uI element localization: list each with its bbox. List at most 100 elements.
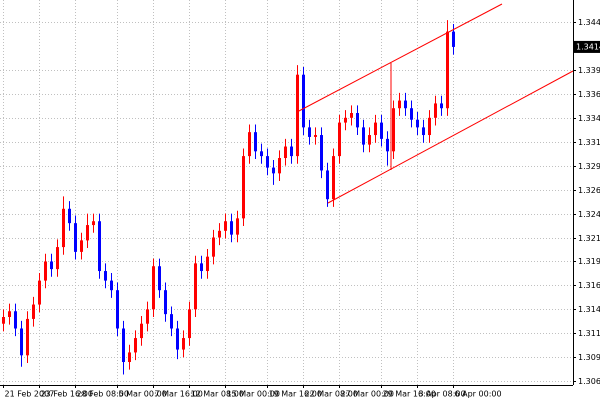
candle-body	[134, 338, 137, 353]
y-tick-label: 1.3240	[578, 210, 600, 219]
x-tick-label: 29 Mar 16:00	[383, 390, 436, 399]
x-tick-label: 21 Feb 2007	[5, 390, 55, 399]
candle-body	[308, 127, 311, 137]
candle-body	[140, 323, 143, 339]
candle-body	[188, 309, 191, 339]
candle-body	[266, 156, 269, 168]
y-tick-label: 1.3115	[578, 329, 600, 338]
x-tick-label: 28 Feb 08:00	[77, 390, 129, 399]
y-tick-label: 1.3140	[578, 305, 600, 314]
candle-body	[404, 100, 407, 109]
candle-body	[242, 156, 245, 219]
candle-body	[332, 156, 335, 200]
channel-lower	[327, 70, 574, 204]
candle-body	[224, 221, 227, 231]
candle-body	[206, 256, 209, 272]
candle-body	[38, 280, 41, 305]
candle-body	[212, 237, 215, 257]
axes: 1.3440 1.3390 1.3365 1.3340 1.3315 1.3290 1.32…	[3, 18, 600, 399]
y-tick-label: 1.3265	[578, 186, 600, 195]
candle-body	[86, 225, 89, 241]
candle-body	[392, 108, 395, 152]
y-tick-label: 1.3315	[578, 138, 600, 147]
x-tick-label: 3 Apr 08:00	[419, 390, 466, 399]
candle-body	[446, 31, 449, 109]
x-tick-label: 12 Mar 08:00	[191, 390, 244, 399]
candle-body	[74, 223, 77, 252]
candle-body	[194, 263, 197, 310]
y-tick-label: 1.3215	[578, 234, 600, 243]
candle-body	[62, 208, 65, 248]
candle-body	[452, 31, 455, 47]
candle-body	[320, 135, 323, 171]
candle-body	[32, 304, 35, 319]
candle-body	[380, 122, 383, 139]
y-tick-label: 1.3340	[578, 114, 600, 123]
x-tick-label: 23 Feb 16:00	[41, 390, 93, 399]
candle-body	[290, 146, 293, 157]
candle-body	[200, 263, 203, 272]
price-label: 1.3414	[576, 42, 600, 51]
x-tick-label: 6 Apr 00:00	[455, 390, 502, 399]
y-tick-label: 1.3065	[578, 377, 600, 386]
candle-body	[356, 113, 359, 128]
x-tick-label: 27 Mar 00:00	[341, 390, 394, 399]
candle-body	[230, 221, 233, 235]
candle-body	[272, 167, 275, 174]
candle-body	[254, 132, 257, 152]
candle-body	[218, 230, 221, 238]
candle-body	[440, 103, 443, 109]
candle-body	[8, 311, 11, 318]
candle-body	[314, 135, 317, 137]
candle-body	[122, 328, 125, 363]
candle-body	[14, 311, 17, 329]
candle-body	[374, 122, 377, 136]
candle-body	[44, 261, 47, 281]
candle-body	[386, 138, 389, 152]
channel-upper	[296, 3, 503, 113]
x-tick-label: 15 Mar 00:00	[227, 390, 280, 399]
candle-body	[128, 352, 131, 363]
y-tick-label: 1.3365	[578, 90, 600, 99]
candle-body	[98, 221, 101, 272]
candles	[2, 20, 455, 375]
candle-body	[164, 290, 167, 315]
candle-body	[410, 108, 413, 120]
y-tick-label: 1.3165	[578, 281, 600, 290]
candle-body	[92, 221, 95, 226]
candle-body	[362, 127, 365, 145]
y-tick-label: 1.3390	[578, 66, 600, 75]
candle-body	[326, 170, 329, 200]
y-tick-label: 1.3090	[578, 353, 600, 362]
candle-body	[338, 122, 341, 157]
candle-body	[56, 247, 59, 270]
x-tick-label: 7 Mar 16:00	[155, 390, 203, 399]
candle-body	[344, 117, 347, 123]
candle-body	[302, 74, 305, 128]
candle-body	[110, 280, 113, 291]
price-box	[574, 40, 600, 53]
candle-body	[26, 318, 29, 356]
candle-body	[2, 317, 5, 324]
candle-body	[116, 290, 119, 329]
candle-body	[170, 314, 173, 329]
x-tick-label: 22 Mar 08:00	[305, 390, 358, 399]
x-tick-label: 5 Mar 00:00	[119, 390, 167, 399]
grid	[0, 0, 573, 385]
candle-body	[50, 261, 53, 270]
candle-body	[182, 338, 185, 350]
candle-body	[68, 208, 71, 224]
y-tick-label: 1.3190	[578, 257, 600, 266]
channel	[296, 3, 574, 204]
candle-body	[278, 158, 281, 174]
y-tick-label: 1.3440	[578, 18, 600, 27]
candle-body	[398, 100, 401, 109]
candle-body	[80, 240, 83, 252]
candle-body	[236, 218, 239, 235]
candle-body	[350, 113, 353, 118]
x-tick-label: 19 Mar 16:00	[269, 390, 322, 399]
candle-body	[428, 117, 431, 136]
